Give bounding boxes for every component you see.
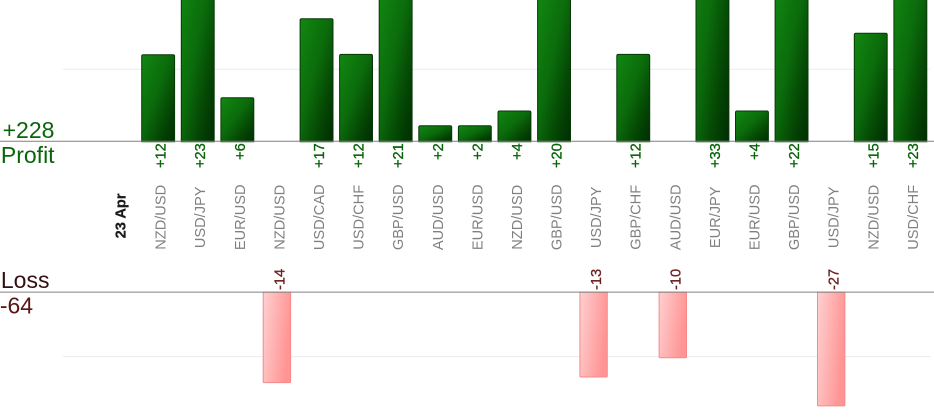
- svg-text:EUR/USD: EUR/USD: [470, 184, 486, 250]
- svg-text:+12: +12: [352, 143, 368, 168]
- svg-text:-10: -10: [668, 269, 684, 290]
- svg-text:-13: -13: [589, 269, 605, 290]
- svg-text:NZD/USD: NZD/USD: [272, 185, 288, 250]
- svg-text:Profit: Profit: [1, 142, 55, 168]
- svg-text:-14: -14: [272, 269, 288, 290]
- svg-text:+17: +17: [312, 143, 328, 168]
- svg-text:-27: -27: [827, 269, 843, 290]
- svg-text:23 Apr: 23 Apr: [114, 193, 130, 238]
- svg-text:+6: +6: [233, 143, 249, 160]
- svg-text:+2: +2: [470, 143, 486, 160]
- svg-text:-64: -64: [0, 292, 33, 318]
- svg-text:EUR/USD: EUR/USD: [748, 184, 764, 250]
- svg-text:NZD/USD: NZD/USD: [154, 185, 170, 250]
- svg-text:EUR/USD: EUR/USD: [233, 184, 249, 250]
- svg-text:GBP/CHF: GBP/CHF: [629, 185, 645, 250]
- svg-text:NZD/USD: NZD/USD: [510, 185, 526, 250]
- svg-text:+21: +21: [391, 143, 407, 168]
- svg-text:+228: +228: [3, 117, 55, 143]
- svg-text:USD/JPY: USD/JPY: [193, 186, 209, 248]
- svg-text:+4: +4: [748, 143, 764, 160]
- svg-text:USD/CHF: USD/CHF: [906, 185, 922, 250]
- svg-text:+23: +23: [906, 143, 922, 168]
- svg-text:+12: +12: [154, 143, 170, 168]
- svg-text:AUD/USD: AUD/USD: [668, 184, 684, 250]
- svg-text:GBP/USD: GBP/USD: [787, 184, 803, 250]
- svg-text:EUR/JPY: EUR/JPY: [708, 186, 724, 248]
- svg-text:Loss: Loss: [1, 267, 50, 293]
- svg-text:NZD/USD: NZD/USD: [866, 185, 882, 250]
- svg-text:USD/JPY: USD/JPY: [589, 186, 605, 248]
- svg-text:USD/CHF: USD/CHF: [352, 185, 368, 250]
- svg-text:AUD/USD: AUD/USD: [431, 184, 447, 250]
- svg-text:GBP/USD: GBP/USD: [550, 184, 566, 250]
- svg-text:USD/CAD: USD/CAD: [312, 184, 328, 250]
- svg-text:+23: +23: [193, 143, 209, 168]
- svg-text:GBP/USD: GBP/USD: [391, 184, 407, 250]
- svg-text:+12: +12: [629, 143, 645, 168]
- svg-text:+2: +2: [431, 143, 447, 160]
- svg-text:USD/JPY: USD/JPY: [827, 186, 843, 248]
- svg-text:+4: +4: [510, 143, 526, 160]
- svg-text:+15: +15: [866, 143, 882, 168]
- svg-text:+33: +33: [708, 143, 724, 168]
- svg-text:+20: +20: [550, 143, 566, 168]
- svg-text:+22: +22: [787, 143, 803, 168]
